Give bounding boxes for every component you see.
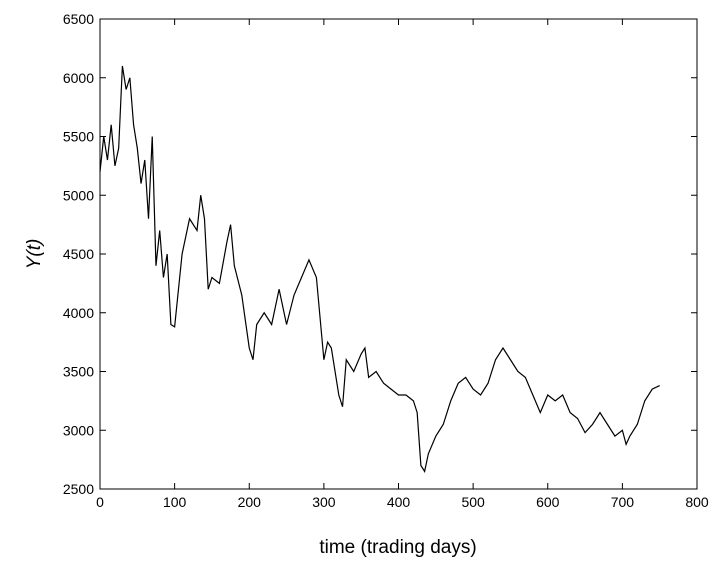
y-tick-label: 6000	[63, 70, 94, 86]
x-tick-label: 200	[238, 494, 262, 510]
x-tick-label: 300	[312, 494, 336, 510]
y-tick-label: 5500	[63, 129, 94, 145]
x-tick-label: 800	[685, 494, 709, 510]
y-tick-label: 2500	[63, 481, 94, 497]
x-tick-label: 100	[163, 494, 187, 510]
y-axis-label: Y(t)	[24, 239, 45, 270]
y-tick-label: 6500	[63, 11, 94, 27]
y-tick-label: 4000	[63, 305, 94, 321]
x-tick-label: 700	[611, 494, 635, 510]
x-tick-label: 0	[96, 494, 104, 510]
y-tick-label: 3500	[63, 364, 94, 380]
plot-frame	[99, 18, 698, 490]
x-tick-label: 600	[536, 494, 560, 510]
y-tick-label: 3000	[63, 422, 94, 438]
y-tick-label: 4500	[63, 246, 94, 262]
line-series	[99, 65, 660, 473]
x-axis-label: time (trading days)	[319, 537, 476, 558]
x-tick-label: 500	[461, 494, 485, 510]
x-tick-label: 400	[387, 494, 411, 510]
y-tick-label: 5000	[63, 187, 94, 203]
